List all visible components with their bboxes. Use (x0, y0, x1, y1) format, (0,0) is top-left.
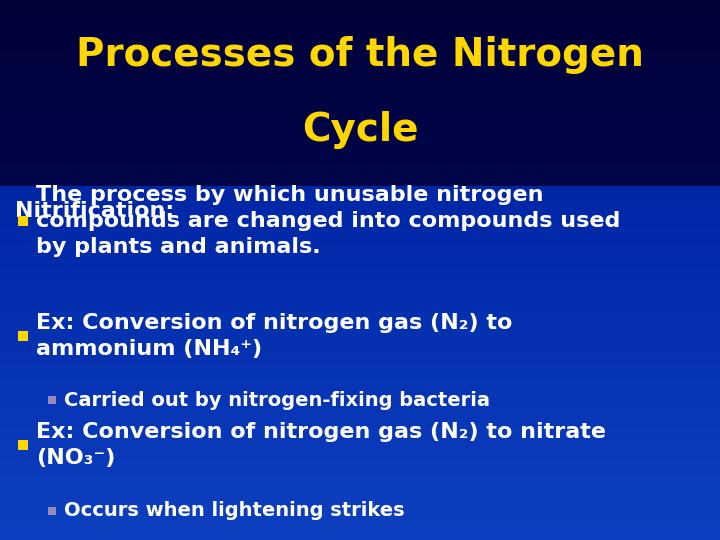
Text: Ex: Conversion of nitrogen gas (N₂) to nitrate
(NO₃⁻): Ex: Conversion of nitrogen gas (N₂) to n… (36, 422, 606, 468)
Text: Occurs when lightening strikes: Occurs when lightening strikes (64, 502, 405, 521)
FancyBboxPatch shape (0, 0, 720, 186)
Text: The process by which unusable nitrogen
compounds are changed into compounds used: The process by which unusable nitrogen c… (36, 185, 621, 256)
Text: Carried out by nitrogen-fixing bacteria: Carried out by nitrogen-fixing bacteria (64, 390, 490, 409)
Text: Cycle: Cycle (302, 111, 418, 149)
FancyBboxPatch shape (18, 440, 28, 450)
FancyBboxPatch shape (48, 507, 56, 515)
FancyBboxPatch shape (18, 331, 28, 341)
FancyBboxPatch shape (18, 216, 28, 226)
Text: Processes of the Nitrogen: Processes of the Nitrogen (76, 36, 644, 74)
FancyBboxPatch shape (48, 396, 56, 404)
Text: Ex: Conversion of nitrogen gas (N₂) to
ammonium (NH₄⁺): Ex: Conversion of nitrogen gas (N₂) to a… (36, 313, 513, 359)
Text: Nitrification:: Nitrification: (15, 201, 174, 221)
